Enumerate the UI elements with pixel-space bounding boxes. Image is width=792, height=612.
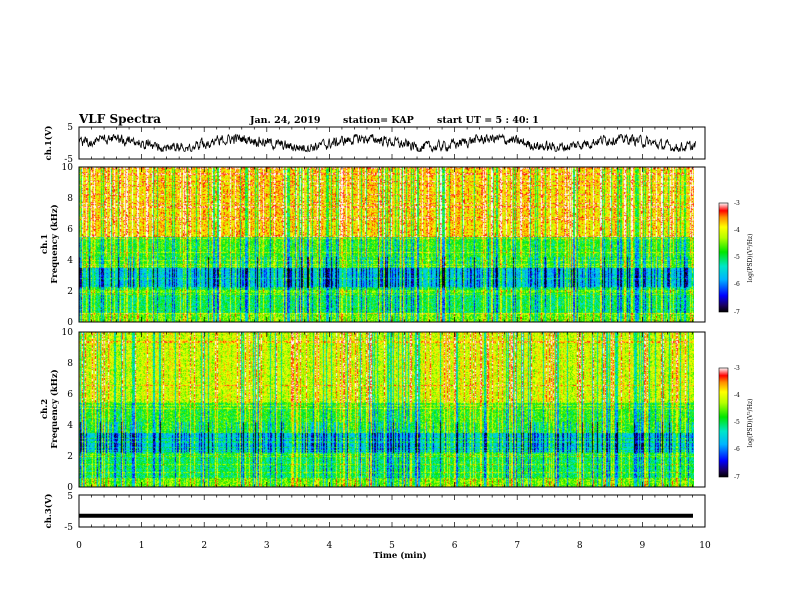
ch1-waveform-ticks	[78, 127, 706, 159]
ch1-cb-tick-m7: -7	[734, 309, 740, 316]
ch1-ytick-2: 2	[67, 287, 73, 297]
ch1-colorbar-scale	[718, 202, 729, 313]
ch2-ytick-6: 6	[67, 390, 73, 400]
ch3-waveform-panel: 5 -5 ch.3(V)	[43, 492, 706, 533]
ch2-ytick-10: 10	[62, 328, 74, 338]
figure-title: VLF Spectra	[78, 112, 161, 126]
ch2-frequency-label: Frequency (kHz)	[49, 369, 60, 448]
ch1-ytick-6: 6	[67, 225, 73, 235]
ch2-channel-label: ch.2	[40, 399, 50, 419]
xtick-4: 4	[327, 541, 333, 551]
ch1-ytick-8: 8	[67, 194, 73, 204]
ch1-waveform-line	[78, 133, 696, 153]
ch1-cb-tick-m6: -6	[734, 281, 740, 288]
ch1-ytick-0: 0	[67, 318, 73, 328]
ch2-colorbar: -3 -4 -5 -6 -7 log(PSD)(V²/Hz)	[718, 365, 754, 481]
ch2-ytick-0: 0	[67, 483, 73, 493]
start-ut-label: start UT = 5 : 40: 1	[437, 115, 539, 126]
ch1-ytick-4: 4	[67, 256, 73, 266]
ch2-ytick-2: 2	[67, 452, 73, 462]
ch1-channel-label: ch.1	[40, 234, 50, 254]
ch2-spectrogram-image	[79, 332, 694, 487]
ch3-waveform-ylabel: ch.3(V)	[43, 494, 54, 529]
ch1-spectrogram-ticks	[78, 167, 706, 322]
ch2-spectrogram-panel: 0 2 4 6 8 10 ch.2 Frequency (kHz)	[40, 328, 706, 493]
ch2-cb-tick-m4: -4	[734, 392, 740, 399]
date-label: Jan. 24, 2019	[249, 115, 321, 126]
time-axis-label: Time (min)	[373, 550, 426, 561]
ch1-spectrogram-image	[79, 167, 694, 322]
ch1-cb-tick-m3: -3	[734, 200, 740, 207]
ch2-cb-tick-m3: -3	[734, 365, 740, 372]
ch1-cb-tick-m5: -5	[734, 254, 740, 261]
station-label: station= KAP	[343, 115, 414, 126]
xtick-7: 7	[514, 541, 520, 551]
ch1-colorbar-label: log(PSD)(V²/Hz)	[747, 234, 754, 283]
ch2-ytick-8: 8	[67, 359, 73, 369]
ch2-colorbar-scale	[718, 367, 729, 478]
ch1-frequency-label: Frequency (kHz)	[49, 204, 60, 283]
xtick-9: 9	[640, 541, 646, 551]
ch1-ytick-10: 10	[62, 163, 74, 173]
ch2-colorbar-label: log(PSD)(V²/Hz)	[747, 399, 754, 448]
ch3-waveform-ticks	[78, 495, 706, 527]
ch2-ytick-4: 4	[67, 421, 73, 431]
ch1-colorbar: -3 -4 -5 -6 -7 log(PSD)(V²/Hz)	[718, 200, 754, 316]
ch2-cb-tick-m5: -5	[734, 419, 740, 426]
xtick-2: 2	[201, 541, 207, 551]
xtick-1: 1	[139, 541, 145, 551]
time-axis: 0 1 2 3 4 5 6 7 8 9 10 Time (min)	[76, 541, 711, 561]
ch1-ytick-bottom: -5	[64, 155, 73, 165]
ch1-spectrogram-panel: 0 2 4 6 8 10 ch.1 Frequency (kHz)	[40, 163, 706, 328]
ch2-cb-tick-m7: -7	[734, 474, 740, 481]
xtick-6: 6	[452, 541, 458, 551]
ch1-waveform-ylabel: ch.1(V)	[43, 126, 54, 161]
xtick-10: 10	[699, 541, 711, 551]
xtick-3: 3	[264, 541, 270, 551]
ch3-ytick-bottom: -5	[64, 523, 73, 533]
ch1-waveform-panel: 5 -5 ch.1(V)	[43, 123, 706, 165]
ch1-cb-tick-m4: -4	[734, 227, 740, 234]
xtick-8: 8	[577, 541, 583, 551]
ch2-spectrogram-ticks	[78, 332, 706, 487]
xtick-0: 0	[76, 541, 82, 551]
ch3-ytick-top: 5	[67, 492, 73, 502]
xtick-5: 5	[389, 541, 395, 551]
ch1-ytick-top: 5	[67, 123, 73, 133]
ch2-cb-tick-m6: -6	[734, 446, 740, 453]
